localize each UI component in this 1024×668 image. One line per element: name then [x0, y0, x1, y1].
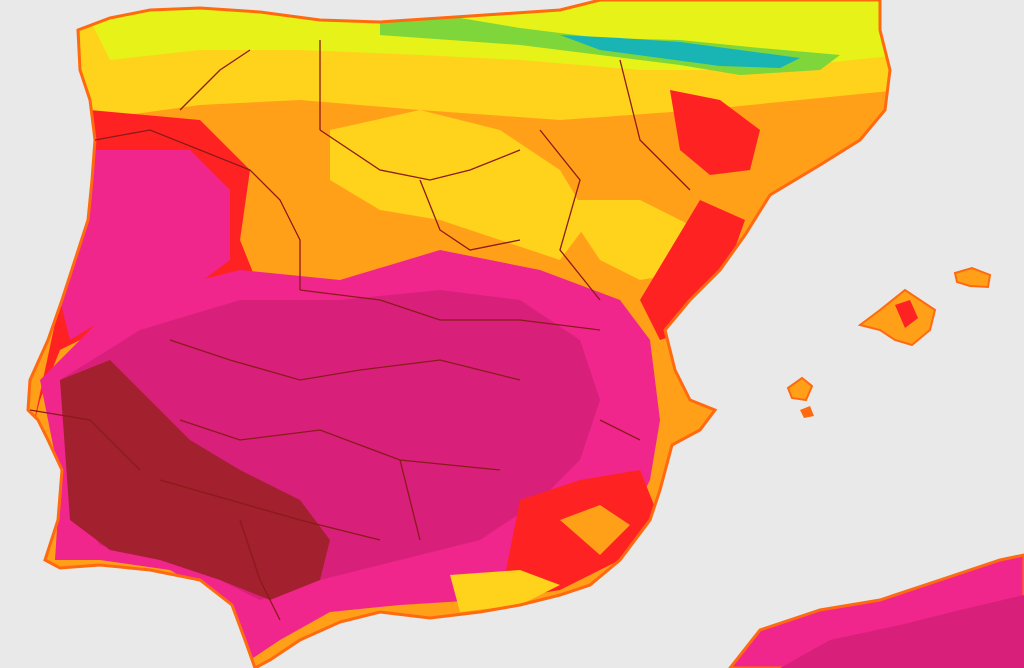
region-borders [29, 40, 691, 621]
balearic-islands [786, 266, 992, 418]
north-africa-landmass [728, 553, 1024, 668]
